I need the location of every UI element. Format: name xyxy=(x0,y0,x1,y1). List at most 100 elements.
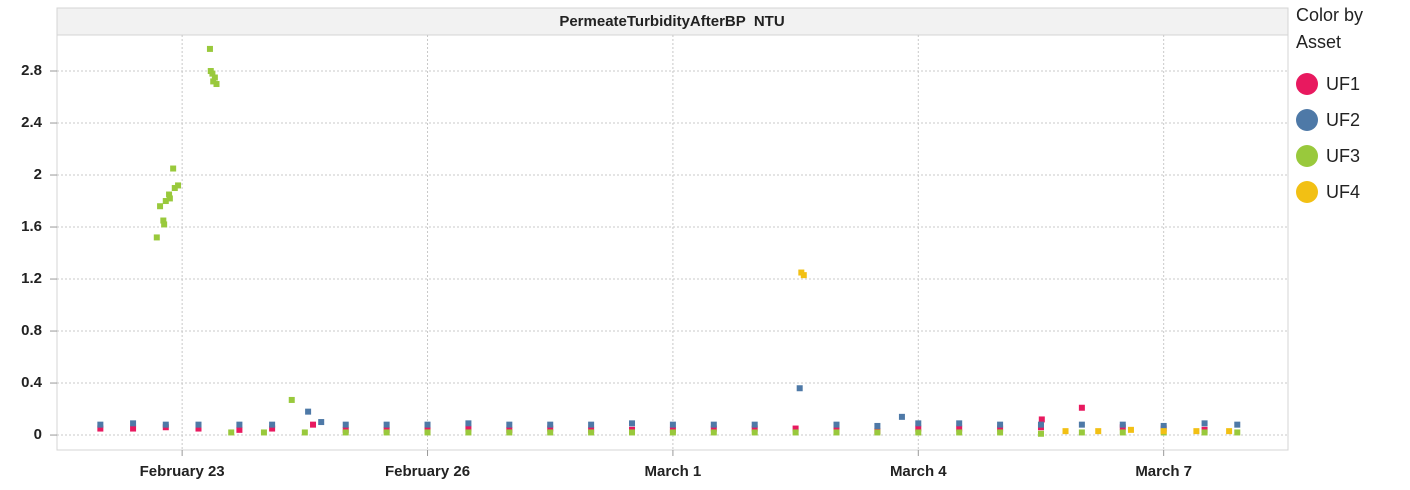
point xyxy=(898,413,905,420)
point xyxy=(1119,421,1126,428)
point xyxy=(915,425,922,432)
point xyxy=(997,425,1004,432)
point xyxy=(260,429,267,436)
point xyxy=(424,421,431,428)
point xyxy=(130,420,137,427)
legend-label: UF2 xyxy=(1326,109,1361,130)
legend-item[interactable]: UF2 xyxy=(1296,102,1406,138)
point xyxy=(956,429,963,436)
y-tick-label: 1.2 xyxy=(21,270,42,287)
point xyxy=(1234,421,1241,428)
point xyxy=(269,425,276,432)
point xyxy=(710,425,717,432)
point xyxy=(629,429,636,436)
point xyxy=(157,203,164,210)
point xyxy=(874,422,881,429)
legend: Color by Asset UF1 UF2 UF3 UF4 xyxy=(1296,2,1406,210)
point xyxy=(206,45,213,52)
point xyxy=(424,429,431,436)
y-tick-label: 2 xyxy=(34,166,42,183)
legend-title: Color by Asset xyxy=(1296,5,1364,52)
point xyxy=(506,429,513,436)
y-tick-label: 0 xyxy=(34,426,42,443)
point xyxy=(269,421,276,428)
point xyxy=(506,421,513,428)
point xyxy=(301,429,308,436)
point xyxy=(1160,428,1167,435)
point xyxy=(342,429,349,436)
legend-label: UF3 xyxy=(1326,145,1361,166)
point xyxy=(833,421,840,428)
x-tick-label: March 7 xyxy=(1135,463,1192,480)
legend-item[interactable]: UF4 xyxy=(1296,174,1406,210)
legend-item[interactable]: UF1 xyxy=(1296,66,1406,102)
point xyxy=(228,429,235,436)
point xyxy=(305,408,312,415)
point xyxy=(1037,421,1044,428)
point xyxy=(588,429,595,436)
point xyxy=(1078,404,1085,411)
point xyxy=(465,420,472,427)
point xyxy=(588,421,595,428)
title-band xyxy=(56,7,1289,36)
point xyxy=(1201,420,1208,427)
x-tick-label: March 4 xyxy=(890,463,947,480)
point xyxy=(956,420,963,427)
point xyxy=(210,78,217,85)
point xyxy=(153,234,160,241)
point xyxy=(997,429,1004,436)
legend-swatch xyxy=(1296,73,1318,95)
y-tick-label: 0.8 xyxy=(21,322,42,339)
chart-title: PermeateTurbidityAfterBP NTU xyxy=(559,13,784,30)
point xyxy=(288,396,295,403)
point xyxy=(195,421,202,428)
point xyxy=(162,421,169,428)
point xyxy=(669,421,676,428)
x-tick-label: February 23 xyxy=(140,463,225,480)
point xyxy=(956,425,963,432)
legend-label: UF1 xyxy=(1326,73,1361,94)
point xyxy=(710,421,717,428)
chart: PermeateTurbidityAfterBP NTU 0 0.4 0.8 1.2 1… xyxy=(21,7,1289,480)
legend-swatch xyxy=(1296,145,1318,167)
point xyxy=(796,385,803,392)
point xyxy=(161,221,168,228)
point xyxy=(792,425,799,432)
point xyxy=(465,425,472,432)
x-tick-label: March 1 xyxy=(645,463,702,480)
point xyxy=(629,420,636,427)
point xyxy=(1226,428,1233,435)
legend-label: UF4 xyxy=(1326,181,1361,202)
point xyxy=(310,421,317,428)
point xyxy=(1119,429,1126,436)
point xyxy=(236,426,243,433)
point xyxy=(547,429,554,436)
point xyxy=(130,425,137,432)
point xyxy=(792,429,799,436)
point xyxy=(874,429,881,436)
y-tick-label: 1.6 xyxy=(21,218,42,235)
point xyxy=(997,421,1004,428)
x-tick-label: February 26 xyxy=(385,463,470,480)
point xyxy=(1095,428,1102,435)
point xyxy=(195,425,202,432)
point xyxy=(1037,430,1044,437)
point xyxy=(236,421,243,428)
point xyxy=(213,81,220,88)
point xyxy=(166,191,173,198)
point xyxy=(1193,428,1200,435)
point xyxy=(1062,428,1069,435)
point xyxy=(383,429,390,436)
point xyxy=(751,429,758,436)
point xyxy=(170,165,177,172)
point xyxy=(97,425,104,432)
point xyxy=(211,74,218,81)
y-tick-label: 0.4 xyxy=(21,374,43,391)
point xyxy=(833,429,840,436)
point xyxy=(1160,422,1167,429)
legend-item[interactable]: UF3 xyxy=(1296,138,1406,174)
point xyxy=(383,421,390,428)
point xyxy=(209,70,216,77)
point xyxy=(465,429,472,436)
